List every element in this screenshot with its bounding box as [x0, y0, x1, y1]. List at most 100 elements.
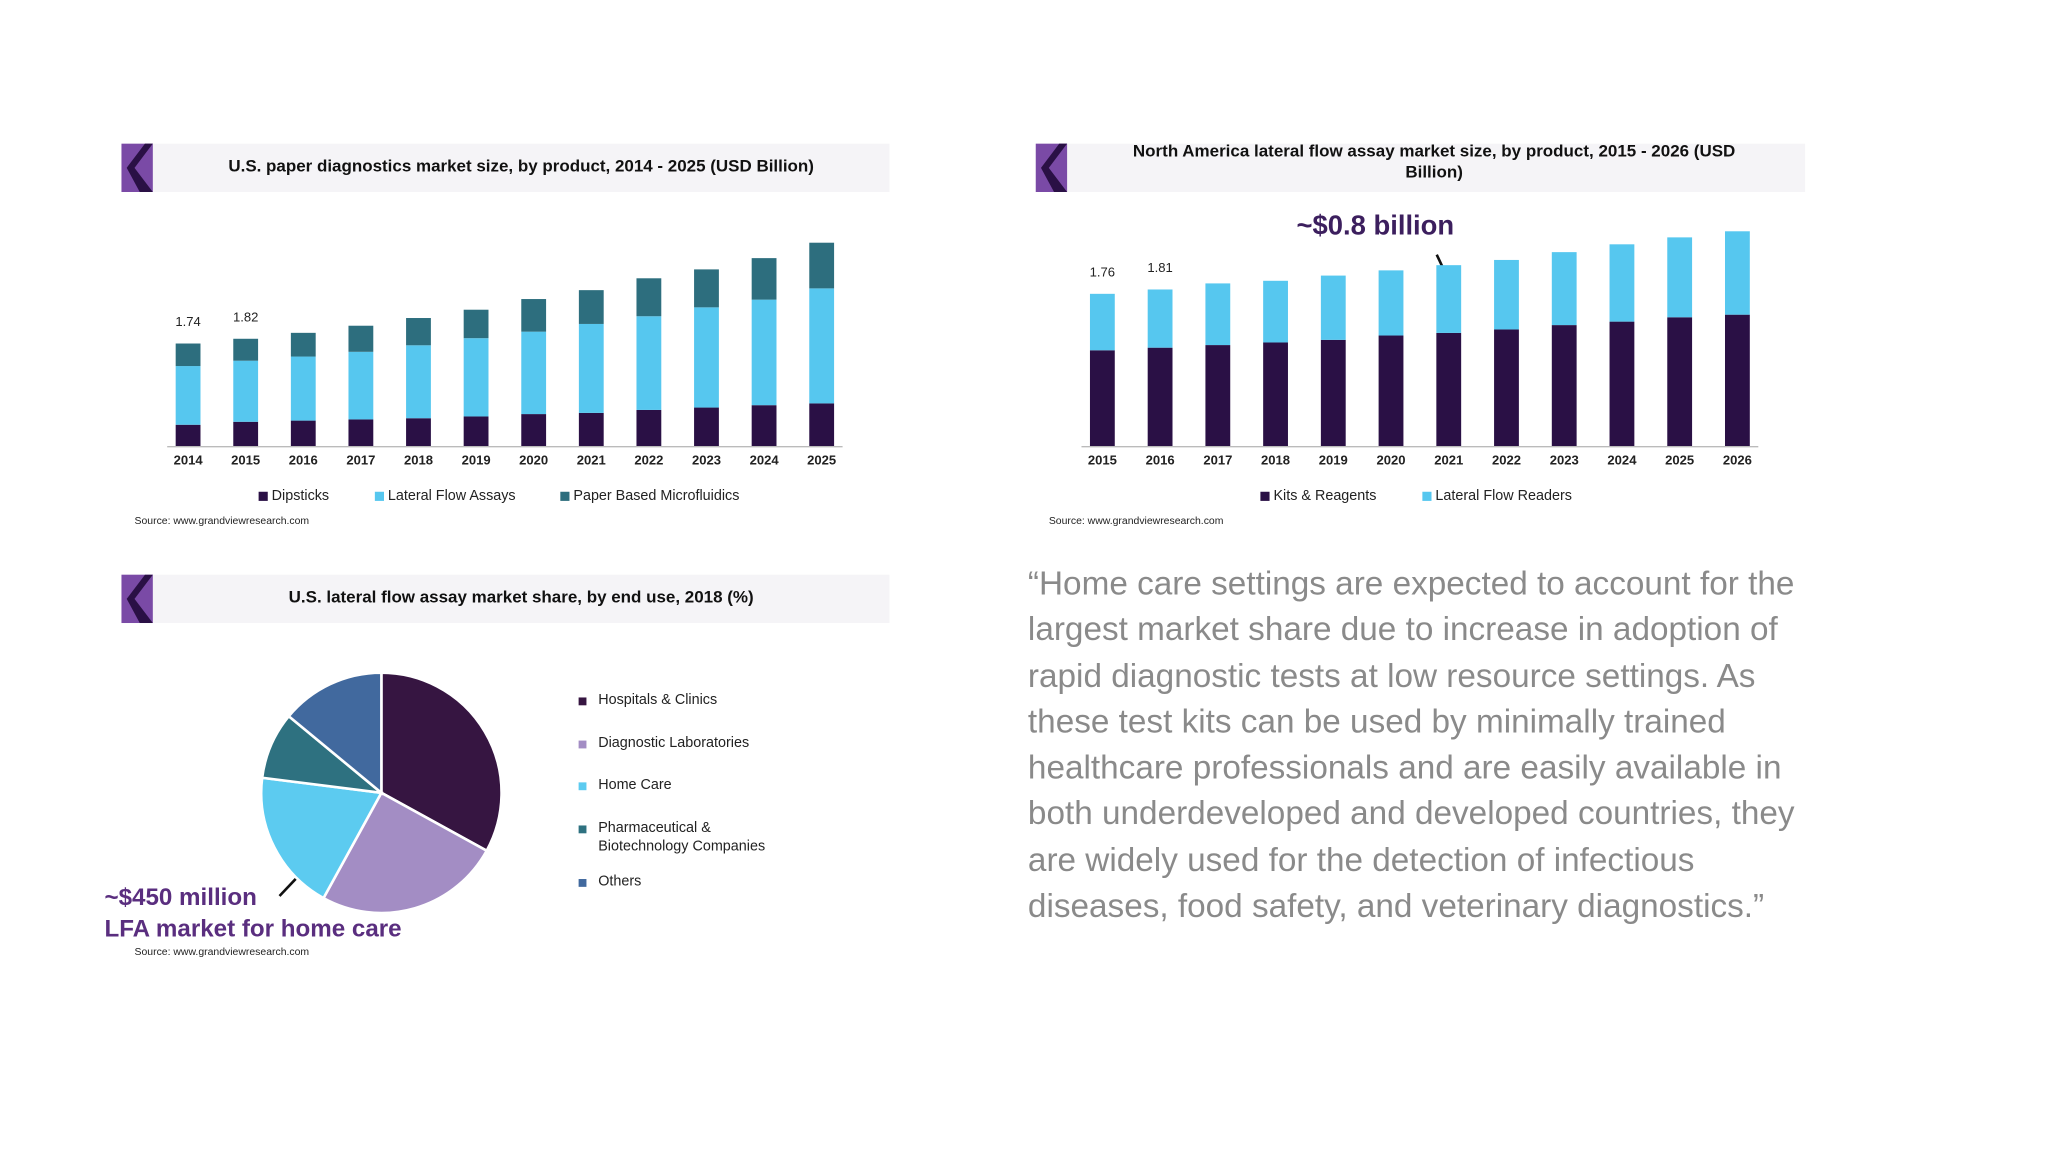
legend-swatch [578, 697, 587, 706]
title-banner [121, 574, 890, 624]
annotation: ~$450 million [104, 884, 256, 911]
bar-segment [809, 242, 835, 289]
bar-segment [1724, 314, 1750, 447]
chart-title: U.S. paper diagnostics market size, by p… [228, 157, 814, 176]
total-label: 1.74 [175, 314, 200, 329]
bar-segment [233, 338, 259, 361]
x-tick-label: 2019 [1319, 453, 1348, 468]
source: Source: www.grandviewresearch.com [135, 947, 310, 958]
x-tick-label: 2026 [1723, 453, 1752, 468]
bar-segment [751, 405, 777, 447]
legend-item: Others [598, 873, 642, 890]
bar-segment [636, 316, 662, 410]
bar-segment [463, 309, 489, 339]
legend-label: Kits & Reagents [1273, 488, 1376, 504]
legend-item: Pharmaceutical & Biotechnology Companies [598, 820, 765, 854]
banner-logo-mark [1040, 143, 1068, 192]
bar-segment [521, 414, 547, 447]
bar-segment [1147, 289, 1173, 348]
x-tick-label: 2018 [404, 453, 433, 468]
legend-label: Lateral Flow Assays [388, 488, 516, 504]
legend-label: Lateral Flow Readers [1435, 488, 1571, 504]
banner-logo-mark [126, 574, 153, 624]
x-tick-label: 2017 [1203, 453, 1232, 468]
x-tick-label: 2016 [289, 453, 318, 468]
bar-segment [1089, 350, 1115, 447]
legend-swatch [1260, 491, 1270, 501]
bar-segment [694, 307, 719, 408]
bar-segment [1320, 339, 1346, 447]
source: Source: www.grandviewresearch.com [1049, 516, 1224, 527]
bar-segment [175, 424, 201, 447]
legend-label: Diagnostic Laboratories [598, 735, 750, 752]
pie-slice [380, 671, 503, 853]
bar-segment [1147, 347, 1173, 447]
bar-segment [578, 412, 604, 447]
bar-segment [1378, 270, 1404, 336]
x-tick-label: 2024 [1607, 453, 1637, 468]
legend-swatch [258, 491, 268, 501]
bar-segment [290, 356, 316, 421]
legend-item: Diagnostic Laboratories [598, 735, 750, 752]
quote-box: “Home care settings are expected to acco… [1027, 565, 1795, 925]
bar-segment [636, 278, 662, 317]
bar-segment [578, 323, 604, 413]
x-tick-label: 2024 [750, 453, 780, 468]
x-tick-label: 2014 [174, 453, 204, 468]
total-label: 1.82 [233, 309, 258, 324]
annotation: LFA market for home care [104, 915, 401, 942]
x-tick-label: 2022 [1492, 453, 1521, 468]
bar-segment [1089, 293, 1115, 351]
x-tick-label: 2025 [1665, 453, 1694, 468]
bar-segment [175, 343, 201, 367]
title-banner [1035, 143, 1806, 192]
bar-segment [406, 318, 431, 346]
legend-item: Hospitals & Clinics [598, 692, 718, 708]
x-tick-label: 2023 [1550, 453, 1579, 468]
pie-slice [286, 671, 383, 796]
x-tick-label: 2021 [1434, 453, 1463, 468]
bar-segment [1609, 321, 1635, 447]
bar-segment [521, 331, 547, 415]
legend-swatch [578, 740, 587, 749]
bar-segment [1551, 252, 1577, 326]
source: Source: www.grandviewresearch.com [135, 516, 310, 527]
title-banner [121, 143, 890, 192]
bar-segment [1436, 332, 1462, 447]
bar-segment [751, 299, 777, 406]
bar-segment [348, 419, 374, 447]
legend-label: Hospitals & Clinics [598, 692, 718, 708]
quote: “Home care settings are expected to acco… [1027, 565, 1795, 925]
x-tick-label: 2021 [577, 453, 606, 468]
x-tick-label: 2017 [346, 453, 375, 468]
x-tick-label: 2018 [1261, 453, 1290, 468]
bar-segment [578, 290, 604, 324]
total-label: 1.76 [1090, 264, 1115, 279]
bar-segment [1263, 342, 1288, 447]
chart-title: North America lateral flow assay market … [1132, 141, 1736, 182]
bar-segment [175, 366, 201, 425]
bar-segment [406, 345, 431, 419]
banner-logo-mark [126, 143, 153, 192]
bar-segment [1667, 317, 1693, 447]
bar-segment [1551, 325, 1577, 447]
bar-segment [1667, 237, 1693, 318]
pie-slice [259, 776, 384, 900]
x-tick-label: 2020 [519, 453, 548, 468]
bar-segment [1494, 329, 1519, 447]
bar-segment [636, 409, 662, 447]
bar-segment [1494, 259, 1519, 330]
bar-segment [751, 258, 777, 300]
legend-label: Dipsticks [272, 488, 329, 504]
bar-segment [406, 418, 431, 447]
x-tick-label: 2020 [1377, 453, 1406, 468]
annotation: ~$0.8 billion [1297, 210, 1455, 241]
bar-segment [1205, 283, 1231, 346]
bar-segment [1205, 345, 1231, 447]
bar-segment [1609, 244, 1635, 322]
legend-label: Others [598, 873, 642, 890]
bar-segment [233, 360, 259, 422]
x-tick-label: 2016 [1146, 453, 1175, 468]
bar-segment [1263, 280, 1288, 343]
